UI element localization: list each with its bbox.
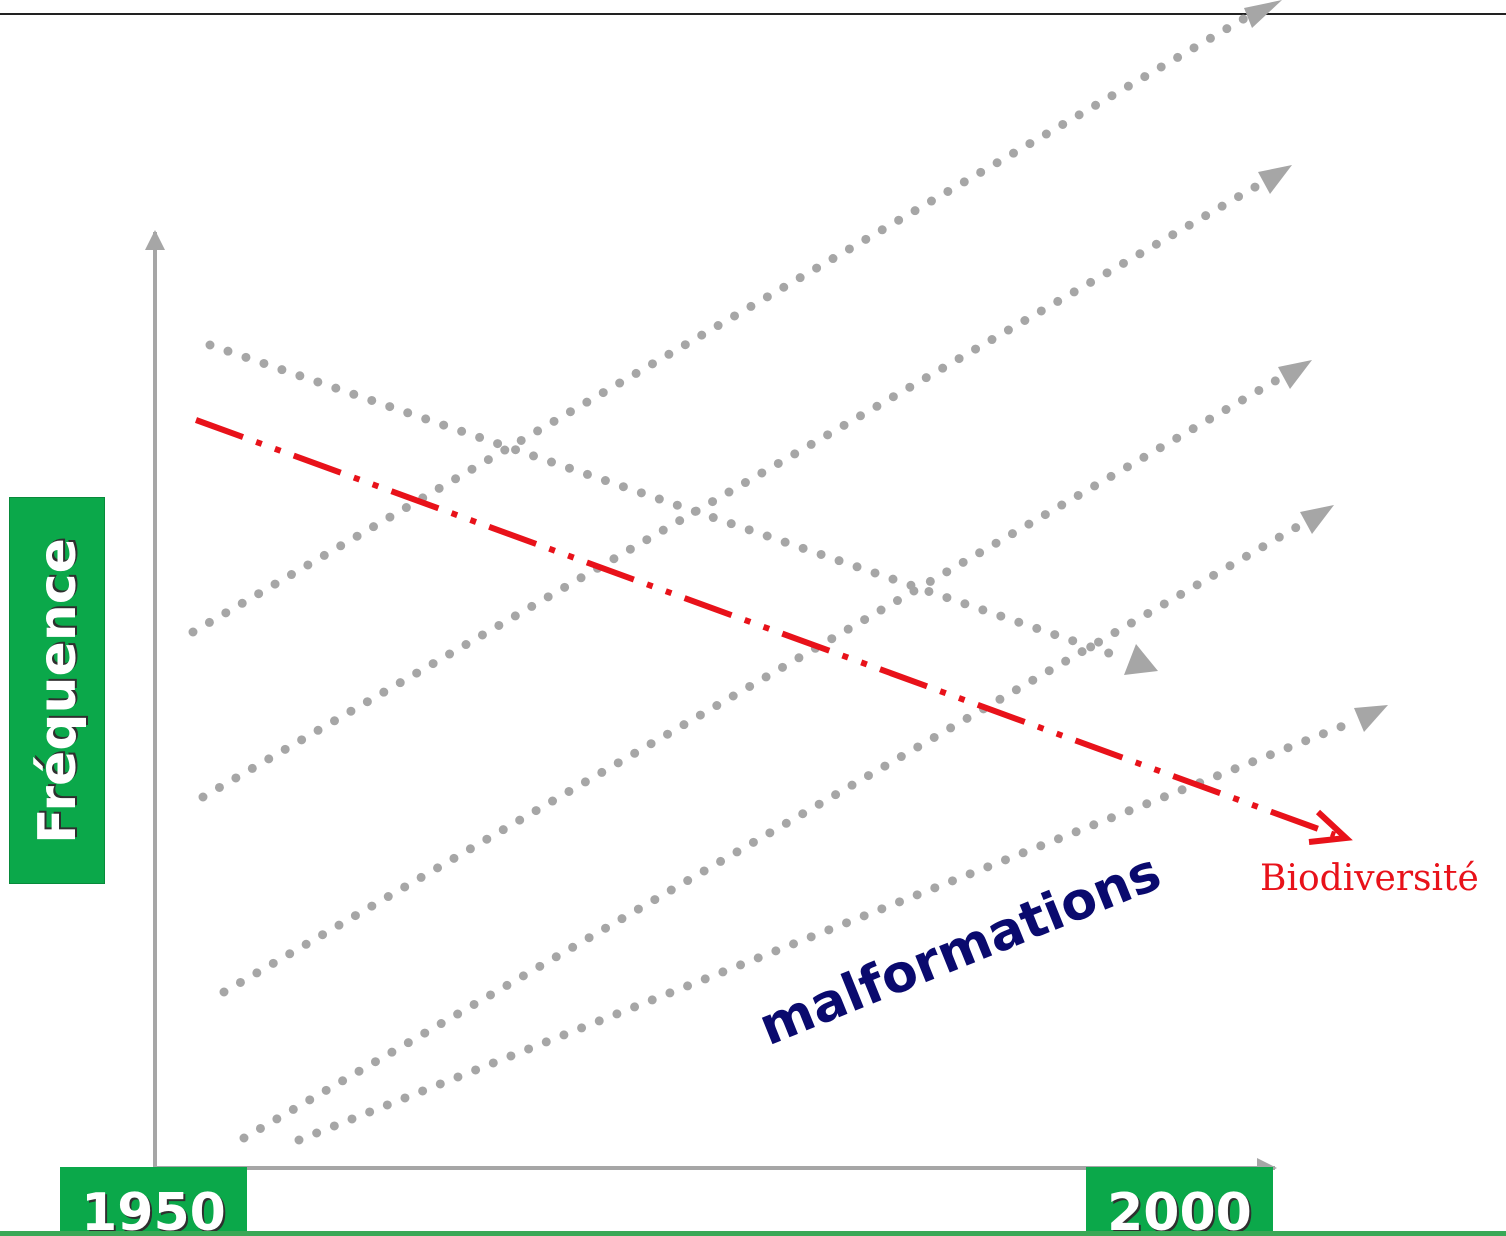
trend-arrowhead-declining <box>1124 644 1158 675</box>
year-end-box: 2000 <box>1086 1167 1273 1236</box>
year-end-label: 2000 <box>1107 1183 1252 1236</box>
y-axis-label-box: Fréquence <box>9 497 105 884</box>
year-start-label: 1950 <box>81 1183 226 1236</box>
trend-line-3 <box>219 372 1287 997</box>
y-axis-label: Fréquence <box>28 538 88 844</box>
trend-arrowhead-3 <box>1278 360 1312 389</box>
trend-arrowhead-1 <box>1244 0 1282 28</box>
year-start-box: 1950 <box>60 1167 247 1236</box>
trend-line-4 <box>239 519 1307 1143</box>
trend-line-2 <box>198 178 1267 802</box>
biodiversity-label: Biodiversité <box>1260 858 1479 899</box>
trend-arrowhead-2 <box>1258 165 1292 194</box>
trend-arrowhead-5 <box>1354 705 1388 732</box>
trend-line-5 <box>294 715 1363 1145</box>
trend-line-1 <box>188 9 1257 637</box>
biodiversity-line <box>194 417 1337 838</box>
biodiversity-arrowhead <box>1308 809 1353 845</box>
trend-line-declining <box>205 340 1131 664</box>
trend-arrowhead-4 <box>1300 505 1334 534</box>
bottom-rule <box>0 1231 1506 1236</box>
top-rule <box>0 13 1506 15</box>
